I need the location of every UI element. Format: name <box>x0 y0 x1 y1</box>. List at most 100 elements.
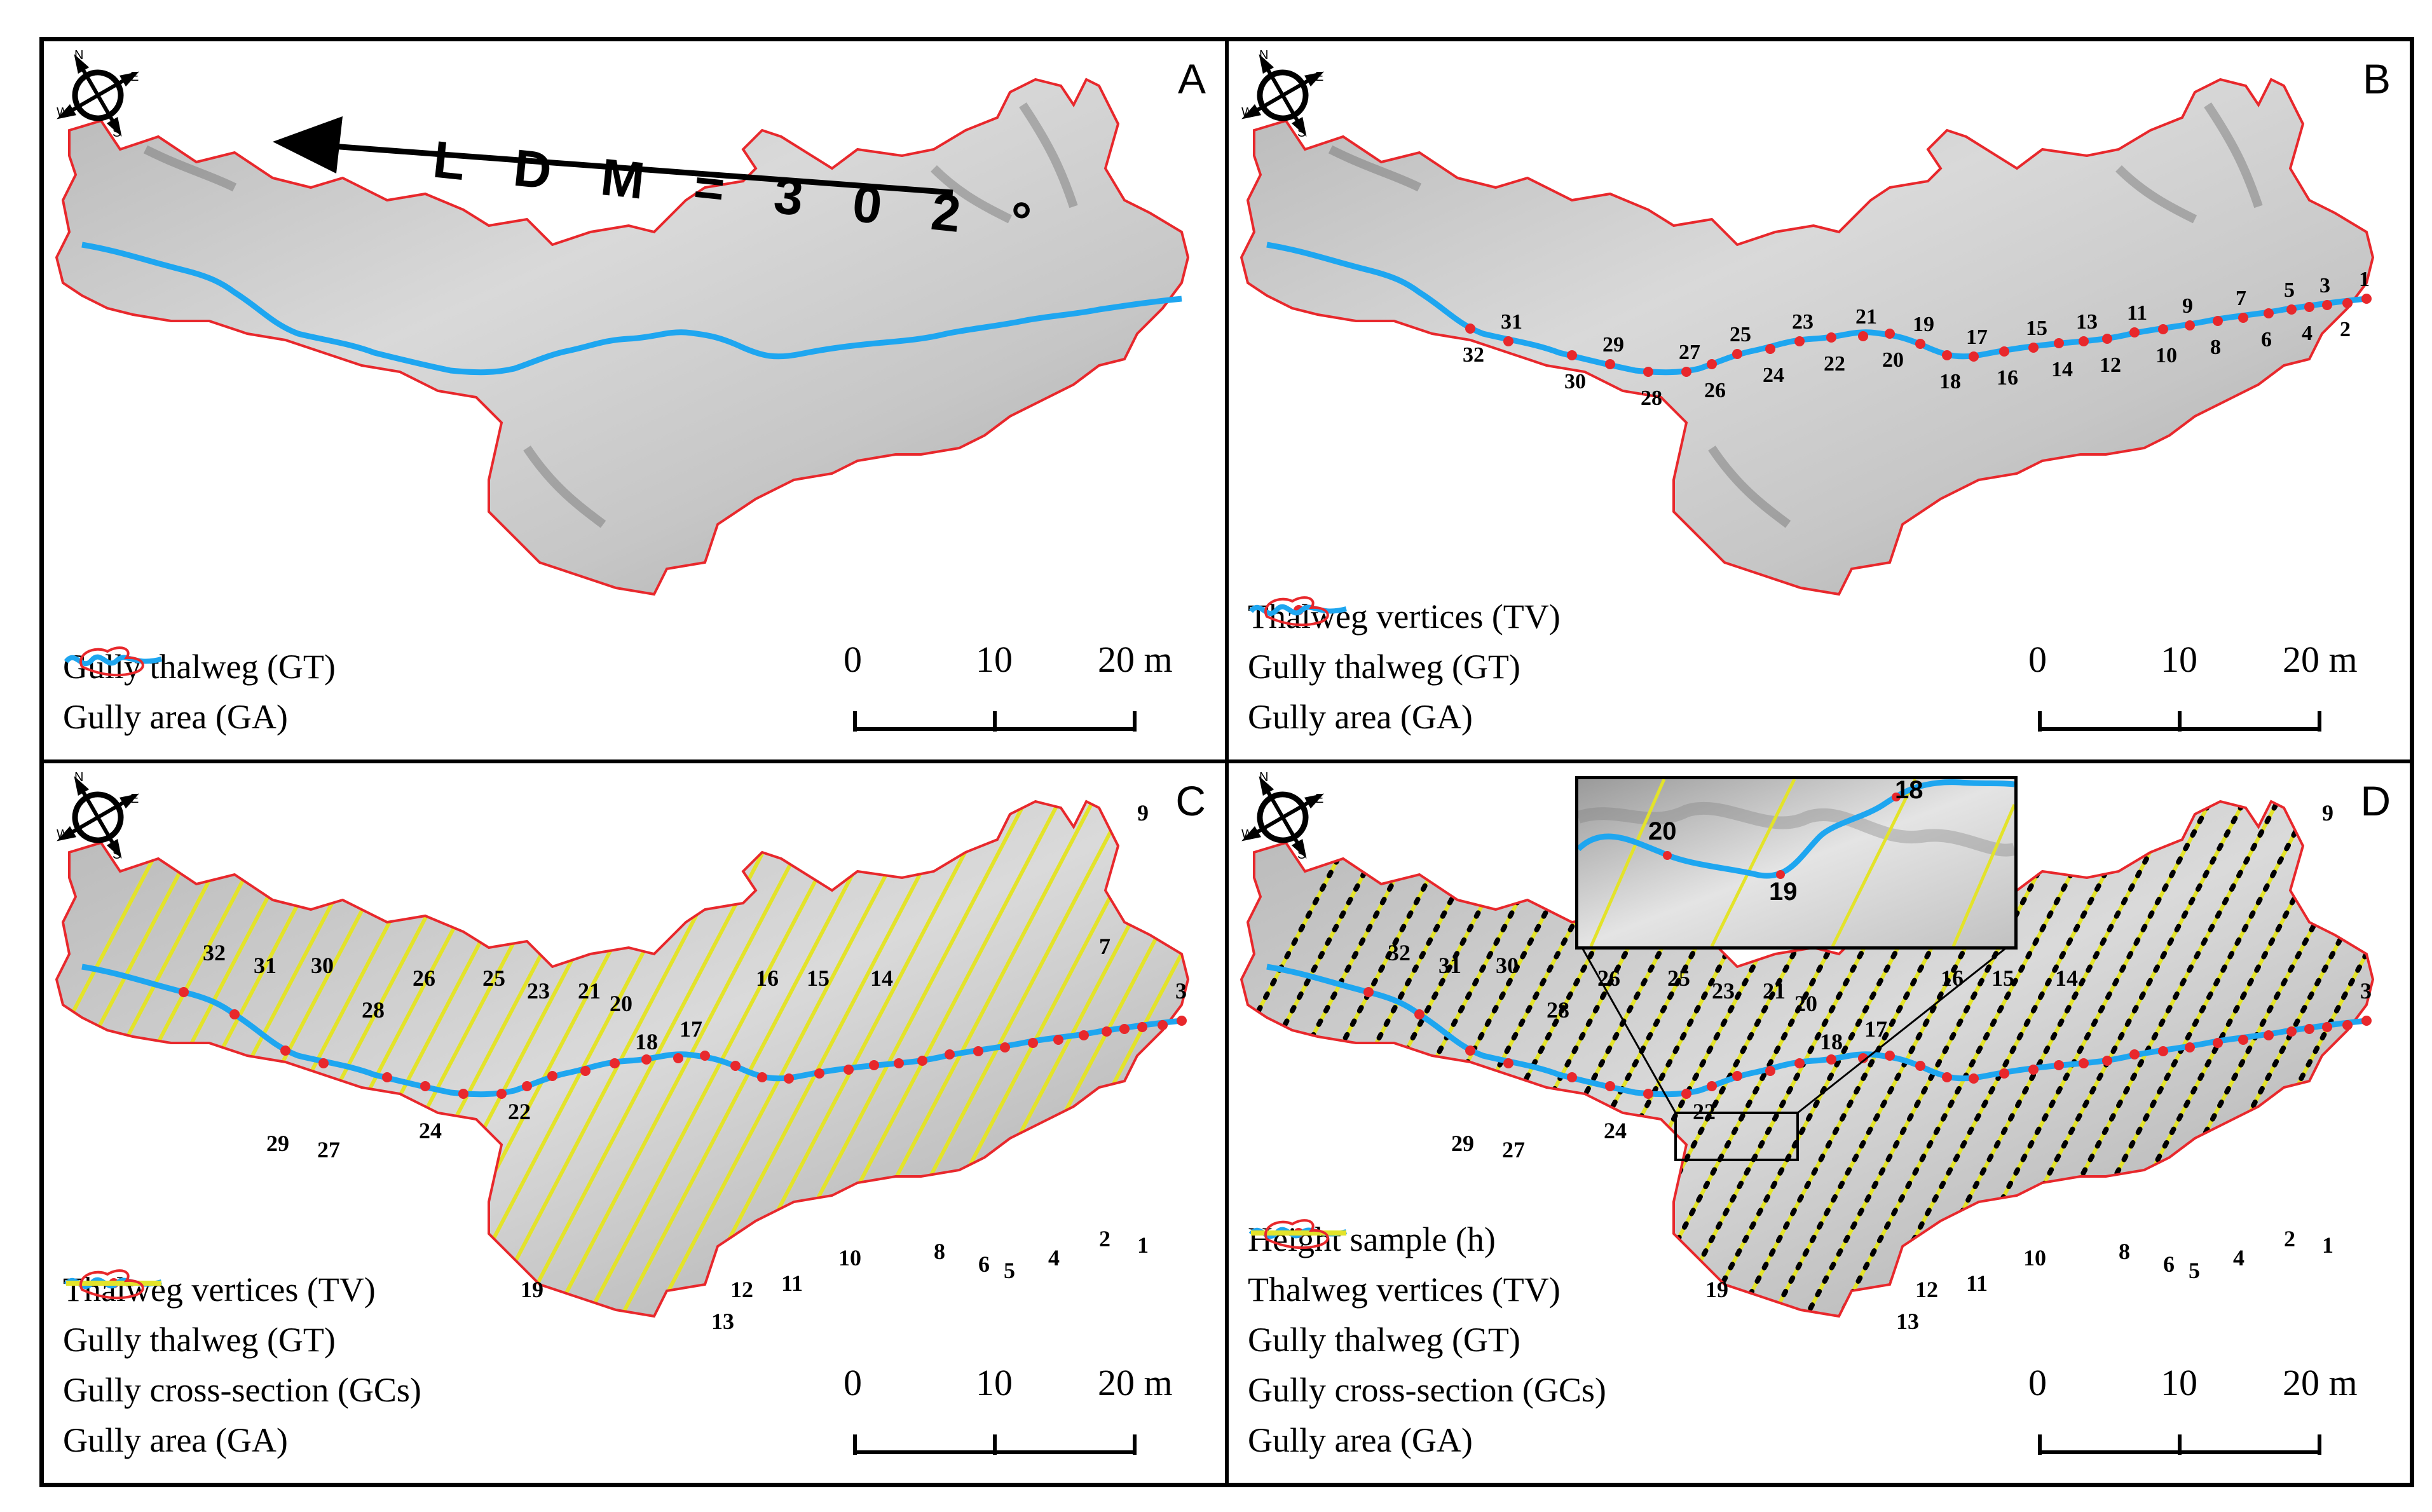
legend-item-ga: Gully area (GA) <box>1248 596 1561 742</box>
compass-icon: N E S W <box>1241 770 1324 862</box>
section-label: 15 <box>1991 965 2014 991</box>
thalweg-vertex <box>496 1089 507 1099</box>
compass-icon: N E S W <box>57 48 139 140</box>
section-label: 7 <box>1099 934 1110 959</box>
thalweg-vertex <box>1567 1072 1577 1082</box>
compass-letter: S <box>113 848 121 862</box>
thalweg-vertex <box>1732 1071 1742 1081</box>
thalweg-vertex <box>1000 1042 1010 1052</box>
thalweg-vertex <box>894 1058 904 1068</box>
section-label: 6 <box>2163 1251 2175 1277</box>
terrain-shading <box>523 446 606 528</box>
compass-letter: E <box>130 70 139 84</box>
section-label: 13 <box>711 1309 734 1334</box>
gully-map <box>1240 800 2375 1318</box>
thalweg-vertex <box>1707 359 1717 369</box>
section-label: 21 <box>1763 978 1786 1004</box>
terrain-shading <box>1708 446 1791 528</box>
thalweg-vertex <box>1826 332 1836 343</box>
thalweg-vertex <box>1999 1068 2009 1079</box>
thalweg-vertex <box>2213 316 2223 326</box>
scale-label-20: 20 m <box>2283 639 2358 680</box>
inset-label-19: 19 <box>1769 878 1798 906</box>
section-label: 20 <box>610 991 632 1016</box>
legend-item-tv: Thalweg vertices (TV) <box>63 1264 421 1314</box>
thalweg-vertex <box>1885 329 1895 339</box>
thalweg-vertex <box>1028 1038 1038 1048</box>
section-label: 18 <box>635 1029 658 1054</box>
legend-b: Thalweg vertices (TV) Gully thalweg (GT)… <box>1248 591 1561 742</box>
section-label: 22 <box>508 1099 531 1124</box>
section-label: 12 <box>730 1277 753 1302</box>
thalweg-vertex <box>1681 1089 1691 1099</box>
section-label: 11 <box>1966 1270 1988 1296</box>
section-label: 31 <box>1438 953 1461 978</box>
legend-item-tv: Thalweg vertices (TV) <box>1248 1228 1606 1314</box>
thalweg-vertex <box>1942 350 1952 360</box>
section-label: 14 <box>2055 965 2078 991</box>
thalweg-vertex <box>1363 987 1374 997</box>
legend-label-gt: Gully thalweg (GT) <box>1248 1320 1520 1359</box>
section-label: 15 <box>807 965 830 991</box>
area-icon <box>79 646 144 677</box>
thalweg-vertex <box>2158 1046 2168 1056</box>
thalweg-vertex <box>2079 1058 2089 1068</box>
section-label: 24 <box>419 1118 442 1143</box>
section-label-layer: 1234568910111213141516171819202122232425… <box>1388 800 2372 1334</box>
vertex-label: 23 <box>1792 310 1814 334</box>
thalweg-vertex <box>179 987 189 997</box>
section-label: 18 <box>1820 1029 1843 1054</box>
section-label: 16 <box>1941 965 1964 991</box>
section-label: 25 <box>482 965 505 991</box>
section-label: 16 <box>756 965 779 991</box>
legend-a: Gully thalweg (GT) Gully area (GA) <box>63 641 336 742</box>
legend-item-gc: Gully cross-section (GCs) <box>63 1281 421 1415</box>
panel-label-a: A <box>1177 55 1206 102</box>
thalweg-vertex <box>1053 1035 1063 1045</box>
section-label: 17 <box>680 1016 702 1042</box>
section-label: 13 <box>1896 1309 1919 1334</box>
thalweg-vertex <box>673 1053 683 1063</box>
thalweg-vertex <box>1158 1020 1168 1030</box>
terrain-shading <box>1328 145 1422 192</box>
thalweg-vertex <box>318 1058 329 1068</box>
section-label: 10 <box>838 1245 861 1270</box>
scale-label-0: 0 <box>844 1362 862 1403</box>
legend-label-ga: Gully area (GA) <box>1248 697 1473 736</box>
thalweg-vertex <box>1643 1089 1653 1099</box>
section-label: 4 <box>2233 1245 2244 1270</box>
compass-letter: E <box>130 792 139 806</box>
area-icon <box>79 1269 144 1300</box>
vertex-label: 24 <box>1763 364 1784 387</box>
thalweg-vertex <box>2361 294 2372 304</box>
section-label: 19 <box>1705 1277 1728 1302</box>
section-label: 20 <box>1794 991 1817 1016</box>
thalweg-vertex <box>1177 1016 1187 1026</box>
section-label: 27 <box>317 1137 340 1162</box>
height-sample-row <box>1827 801 2125 1316</box>
thalweg-vertex <box>458 1089 468 1099</box>
compass-letter: N <box>74 770 83 784</box>
section-label: 27 <box>1502 1137 1525 1162</box>
vertex-label: 19 <box>1913 313 1934 336</box>
compass-letter: S <box>1297 126 1306 140</box>
inset-connector-right <box>1797 943 2011 1114</box>
inset-label-18: 18 <box>1895 779 1923 804</box>
panel-d: 1 2 3 4 5 6 8 9 10 11 12 13 14 15 16 17 18 19 20 21 22 23 24 25… <box>1229 763 2410 1483</box>
section-label: 8 <box>934 1239 945 1264</box>
section-label: 23 <box>527 978 550 1004</box>
thalweg-vertex <box>1414 1009 1424 1019</box>
height-sample-row <box>1659 801 1957 1316</box>
vertex-label: 29 <box>1602 333 1624 357</box>
section-label: 2 <box>1099 1226 1110 1251</box>
section-label: 32 <box>1388 940 1411 965</box>
compass-letter: W <box>1241 828 1254 841</box>
ldm-arrow-icon <box>273 116 953 196</box>
gully-map <box>55 78 1190 596</box>
section-label: 26 <box>413 965 435 991</box>
legend-label-tv: Thalweg vertices (TV) <box>63 1270 376 1309</box>
vertex-label: 31 <box>1501 310 1522 334</box>
thalweg-icon <box>1248 604 1348 616</box>
horizontal-divider <box>44 759 2410 763</box>
